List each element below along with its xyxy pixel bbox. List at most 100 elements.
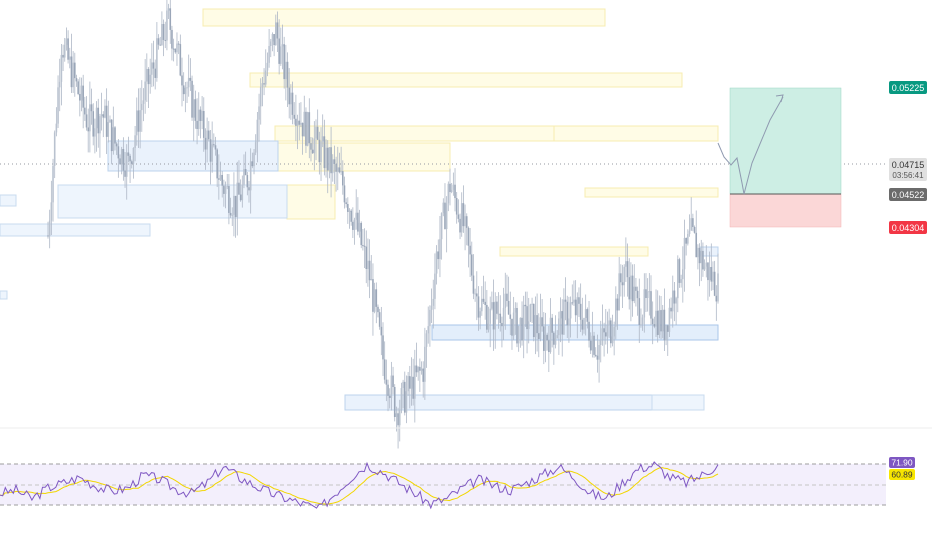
candle-body (414, 365, 416, 399)
candle-body (581, 319, 584, 330)
candle-body (261, 83, 264, 88)
candle-body (569, 302, 572, 319)
zones-layer (0, 8, 719, 411)
take-profit-area (729, 87, 842, 195)
candle-body (214, 145, 217, 150)
candle-body (151, 62, 153, 75)
candle-body (291, 92, 294, 115)
candle-body (326, 147, 329, 171)
candle-body (311, 149, 314, 154)
candle-body (420, 368, 423, 371)
candle-body (589, 340, 592, 351)
candle-body (122, 149, 125, 171)
candle-body (211, 144, 213, 162)
last-price-tag: 0.04715 03:56:41 (889, 158, 927, 181)
candle-body (397, 413, 399, 426)
candle-body (457, 214, 460, 219)
candle-body (437, 251, 440, 260)
candle-body (100, 114, 103, 117)
candle-body (516, 307, 518, 344)
candle-body (144, 81, 146, 101)
candle-body (415, 365, 418, 373)
candle-body (87, 127, 89, 132)
candle-body (174, 48, 177, 53)
candle-body (241, 184, 244, 201)
candle-body (703, 266, 706, 270)
candle-body (603, 328, 605, 333)
candle-body (288, 87, 290, 105)
candle-body (628, 277, 631, 300)
candle-body (713, 271, 716, 296)
candle-body (357, 212, 359, 232)
candle-body (412, 376, 414, 399)
candle-body (107, 122, 110, 137)
candle-body (72, 62, 74, 88)
candle-body (82, 85, 84, 108)
candle-body (362, 245, 364, 247)
supply-zone (286, 184, 336, 220)
candle-body (462, 203, 465, 227)
candle-body (333, 159, 336, 164)
candle-body (244, 169, 247, 176)
candle-body (192, 99, 195, 118)
candle-body (459, 218, 461, 233)
rsi-panel[interactable]: 71.90 60.89 (0, 427, 932, 510)
candle-body (541, 317, 543, 327)
rsi-value-label: 71.90 (891, 458, 913, 468)
candle-body (224, 186, 227, 194)
candle-body (330, 147, 332, 174)
candle-body (393, 387, 396, 417)
candle-body (395, 413, 398, 417)
supply-zone (553, 125, 719, 142)
candle-body (221, 174, 223, 186)
candle-body (129, 155, 131, 162)
candle-body (124, 170, 126, 177)
candle-body (321, 136, 324, 142)
candle-body (375, 289, 378, 307)
candle-body (548, 340, 550, 353)
candle-body (115, 143, 118, 147)
candle-body (626, 261, 629, 278)
rsi-line (0, 461, 719, 510)
candle-body (347, 204, 349, 212)
candle-body (104, 105, 106, 118)
candle-body (539, 317, 542, 339)
candle-body (531, 303, 533, 305)
candle-body (358, 222, 361, 232)
candle-body (248, 187, 250, 191)
candle-body (234, 195, 237, 218)
stop-loss-area (729, 193, 842, 228)
candle-body (363, 245, 366, 247)
candle-body (424, 346, 426, 382)
candle-body (197, 109, 200, 130)
candle-body (179, 44, 182, 76)
supply-zone (202, 8, 606, 27)
supply-zone (277, 142, 451, 172)
long-position-tool[interactable] (729, 87, 842, 228)
candle-body (320, 141, 322, 163)
candle-body (445, 203, 448, 230)
candle-body (293, 114, 296, 119)
candle-body (383, 359, 386, 380)
candle-body (509, 314, 512, 319)
candle-body (281, 44, 284, 47)
candle-body (370, 279, 373, 281)
candle-body (616, 298, 619, 311)
candle-body (700, 250, 703, 264)
candle-body (348, 210, 351, 212)
candle-body (75, 78, 78, 82)
candle-body (52, 165, 54, 203)
candle-body (94, 128, 96, 137)
candle-body (496, 301, 498, 314)
candle-body (559, 311, 562, 319)
candle-body (164, 39, 167, 41)
candle-body (269, 41, 272, 46)
candle-body (690, 218, 692, 231)
candle-body (554, 338, 557, 345)
candle-body (529, 304, 532, 322)
demand-zone (107, 140, 279, 172)
stop-loss-label: 0.04304 (892, 223, 925, 233)
candle-body (310, 143, 312, 150)
candle-body (705, 262, 708, 267)
